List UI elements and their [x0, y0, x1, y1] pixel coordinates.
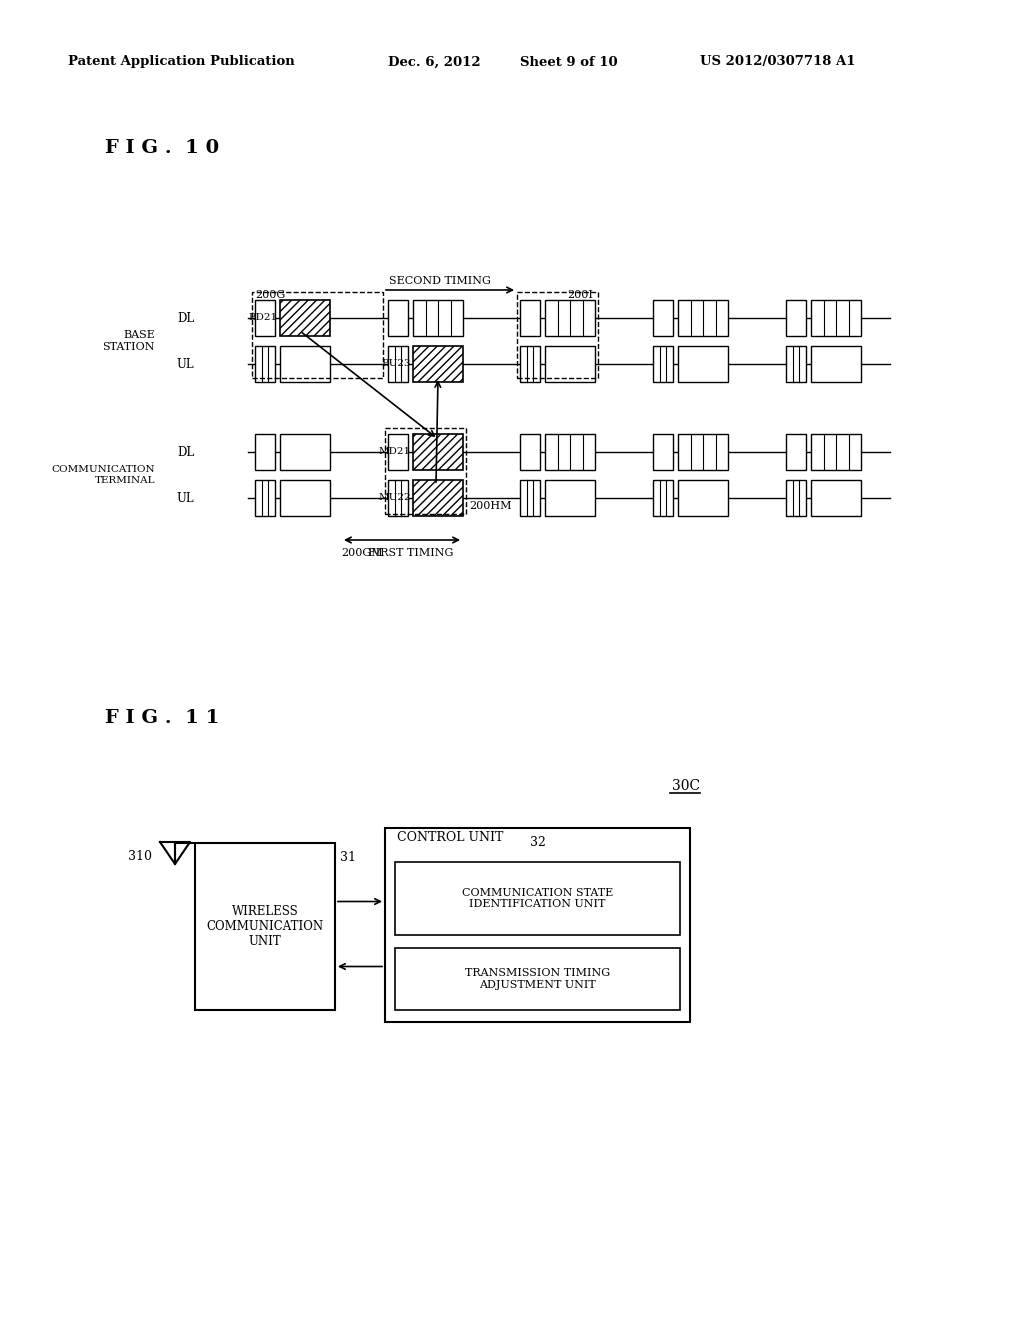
Bar: [678, 300, 728, 337]
Bar: [280, 346, 330, 381]
Text: FIRST TIMING: FIRST TIMING: [368, 548, 454, 558]
Bar: [280, 300, 330, 337]
Text: COMMUNICATION
TERMINAL: COMMUNICATION TERMINAL: [51, 465, 155, 484]
Bar: [395, 948, 680, 1010]
Bar: [653, 434, 673, 470]
Text: 321: 321: [657, 866, 680, 879]
Bar: [678, 434, 728, 470]
Text: WIRELESS
COMMUNICATION
UNIT: WIRELESS COMMUNICATION UNIT: [207, 906, 324, 948]
Bar: [413, 346, 463, 381]
Bar: [255, 480, 275, 516]
Text: UL: UL: [176, 491, 194, 504]
Text: COMMUNICATION STATE
IDENTIFICATION UNIT: COMMUNICATION STATE IDENTIFICATION UNIT: [462, 887, 613, 909]
Text: 30C: 30C: [672, 779, 700, 793]
Bar: [786, 480, 806, 516]
Bar: [388, 434, 408, 470]
Bar: [195, 843, 335, 1010]
Bar: [786, 434, 806, 470]
Bar: [653, 346, 673, 381]
Text: 310: 310: [128, 850, 152, 863]
Bar: [520, 300, 540, 337]
Bar: [255, 346, 275, 381]
Text: UL: UL: [176, 358, 194, 371]
Bar: [255, 300, 275, 337]
Bar: [811, 346, 861, 381]
Bar: [413, 480, 463, 516]
Text: TRANSMISSION TIMING
ADJUSTMENT UNIT: TRANSMISSION TIMING ADJUSTMENT UNIT: [465, 968, 610, 990]
Bar: [678, 346, 728, 381]
Text: DL: DL: [177, 446, 194, 458]
Bar: [413, 434, 463, 470]
Text: BASE
STATION: BASE STATION: [102, 330, 155, 352]
Bar: [545, 300, 595, 337]
Bar: [678, 480, 728, 516]
Text: BU23: BU23: [381, 359, 411, 368]
Bar: [811, 480, 861, 516]
Bar: [520, 346, 540, 381]
Text: 200G: 200G: [255, 290, 286, 300]
Text: MD21: MD21: [379, 447, 411, 457]
Text: BD21: BD21: [249, 314, 278, 322]
Bar: [786, 346, 806, 381]
Bar: [388, 480, 408, 516]
Bar: [653, 480, 673, 516]
Text: CONTROL UNIT: CONTROL UNIT: [397, 832, 504, 843]
Bar: [280, 434, 330, 470]
Bar: [255, 434, 275, 470]
Bar: [388, 300, 408, 337]
Bar: [811, 434, 861, 470]
Bar: [517, 292, 598, 378]
Text: MU22: MU22: [379, 494, 411, 503]
Bar: [545, 480, 595, 516]
Text: 31: 31: [340, 851, 356, 865]
Bar: [388, 346, 408, 381]
Text: Sheet 9 of 10: Sheet 9 of 10: [520, 55, 617, 69]
Bar: [413, 300, 463, 337]
Text: 200GM: 200GM: [341, 548, 383, 558]
Bar: [786, 300, 806, 337]
Bar: [385, 828, 690, 1022]
Bar: [280, 480, 330, 516]
Text: F I G .  1 1: F I G . 1 1: [105, 709, 219, 727]
Text: F I G .  1 0: F I G . 1 0: [105, 139, 219, 157]
Text: 200I: 200I: [567, 290, 593, 300]
Text: 322: 322: [657, 952, 680, 965]
Bar: [811, 300, 861, 337]
Bar: [252, 292, 383, 378]
Text: Dec. 6, 2012: Dec. 6, 2012: [388, 55, 480, 69]
Bar: [545, 434, 595, 470]
Text: 200HM: 200HM: [469, 502, 512, 511]
Text: SECOND TIMING: SECOND TIMING: [389, 276, 490, 286]
Text: 32: 32: [529, 836, 546, 849]
Text: DL: DL: [177, 312, 194, 325]
Bar: [520, 480, 540, 516]
Bar: [520, 434, 540, 470]
Bar: [545, 346, 595, 381]
Text: Patent Application Publication: Patent Application Publication: [68, 55, 295, 69]
Text: US 2012/0307718 A1: US 2012/0307718 A1: [700, 55, 855, 69]
Bar: [395, 862, 680, 935]
Bar: [653, 300, 673, 337]
Bar: [385, 428, 466, 513]
